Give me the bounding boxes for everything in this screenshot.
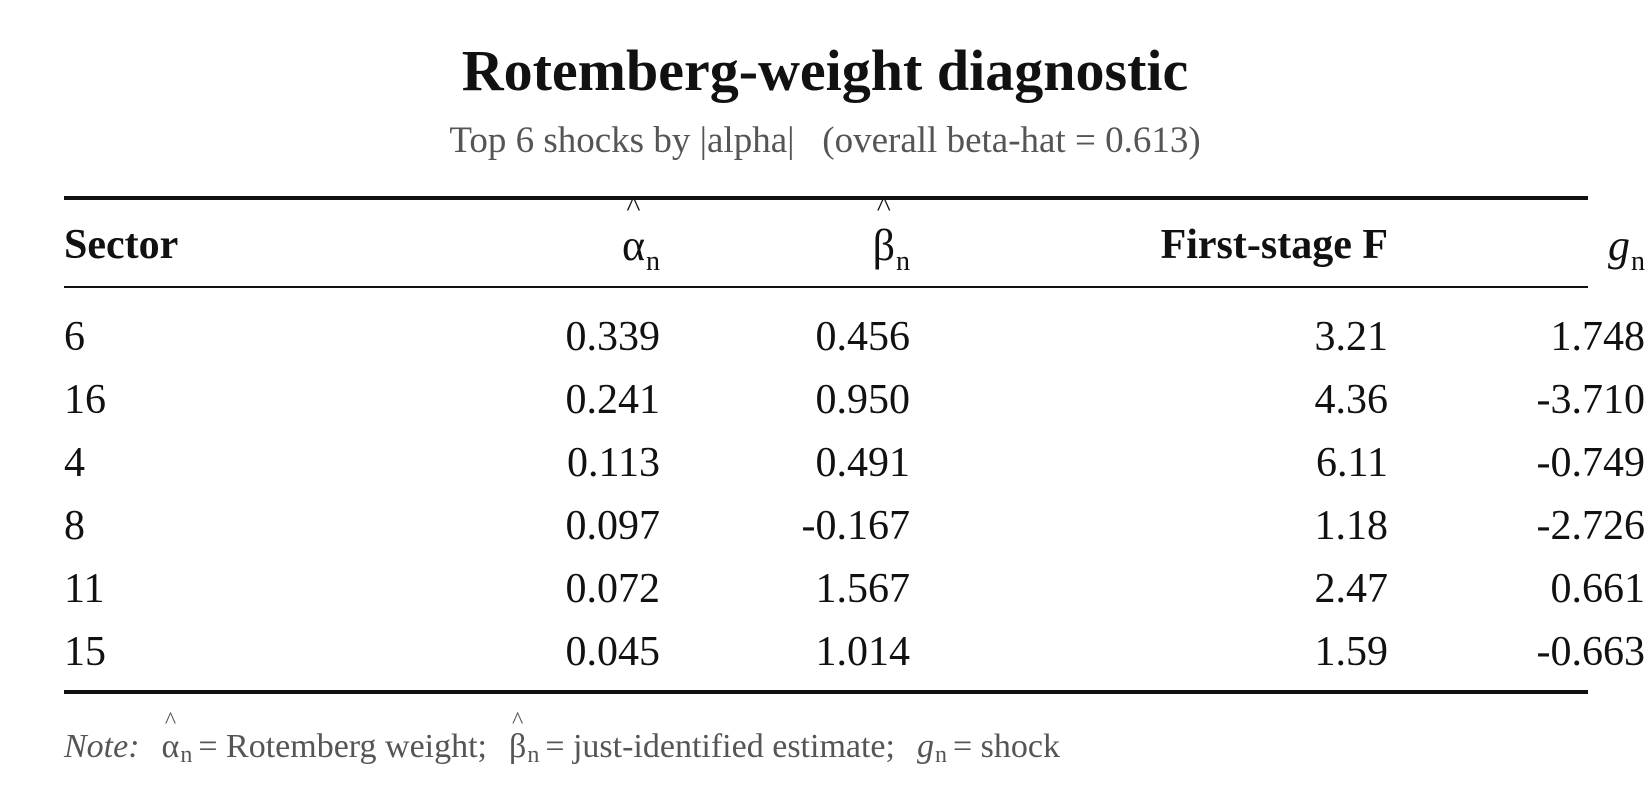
- cell-sector: 11: [64, 566, 105, 612]
- table-row: 4 0.113 0.491 6.11 -0.749: [64, 432, 1645, 495]
- cell-first-stage-f: 4.36: [1314, 377, 1389, 423]
- table-row: 16 0.241 0.950 4.36 -3.710: [64, 369, 1645, 432]
- cell-alpha: 0.072: [565, 566, 661, 612]
- note-alpha-hat-mark: ^: [164, 708, 177, 734]
- cell-sector: 6: [64, 314, 85, 360]
- g-letter: g: [1608, 220, 1630, 270]
- alpha-letter: α: [621, 220, 645, 270]
- beta-symbol: ^ β: [872, 191, 895, 271]
- cell-sector: 15: [64, 629, 106, 675]
- beta-hat-mark: ^: [876, 189, 891, 223]
- beta-subscript: n: [896, 245, 910, 277]
- cell-first-stage-f: 3.21: [1314, 314, 1389, 360]
- table-subtitle: Top 6 shocks by |alpha| (overall beta-ha…: [449, 120, 1201, 161]
- cell-g: -2.726: [1536, 503, 1646, 549]
- cell-alpha: 0.241: [565, 377, 661, 423]
- cell-first-stage-f: 1.18: [1314, 503, 1389, 549]
- table-row: 11 0.072 1.567 2.47 0.661: [64, 558, 1645, 621]
- note-beta-subscript: n: [527, 741, 540, 768]
- cell-first-stage-f: 2.47: [1314, 566, 1389, 612]
- header-beta: ^ β n: [660, 191, 910, 282]
- table-row: 8 0.097 -0.167 1.18 -2.726: [64, 495, 1645, 558]
- note-label: Note:: [64, 728, 140, 765]
- cell-sector: 16: [64, 377, 106, 423]
- beta-letter: β: [872, 220, 895, 270]
- header-g: gn: [1388, 208, 1645, 282]
- cell-beta: 0.950: [815, 377, 911, 423]
- cell-beta: 1.567: [815, 566, 911, 612]
- cell-alpha: 0.113: [567, 440, 660, 486]
- table-header: Sector ^ α n ^ β n First-stage F gn: [64, 191, 1645, 282]
- cell-alpha: 0.097: [565, 503, 661, 549]
- table-title: Rotemberg-weight diagnostic: [461, 38, 1189, 103]
- table-note: Note: ^ α n = Rotemberg weight; ^ β n = …: [64, 708, 1082, 772]
- cell-first-stage-f: 6.11: [1316, 440, 1388, 486]
- cell-g: 1.748: [1550, 314, 1646, 360]
- note-g-subscript: n: [934, 741, 947, 768]
- header-rule: [64, 286, 1588, 288]
- table-body: 6 0.339 0.456 3.21 1.748 16 0.241 0.950 …: [64, 306, 1645, 684]
- cell-beta: 1.014: [815, 629, 911, 675]
- note-alpha-text: = Rotemberg weight;: [198, 728, 487, 765]
- note-g-letter: g: [916, 728, 934, 765]
- table-row: 15 0.045 1.014 1.59 -0.663: [64, 621, 1645, 684]
- note-beta-text: = just-identified estimate;: [545, 728, 895, 765]
- header-first-stage-f: First-stage F: [1160, 222, 1388, 268]
- note-g-text: = shock: [952, 728, 1060, 765]
- cell-alpha: 0.339: [565, 314, 661, 360]
- alpha-subscript: n: [646, 245, 660, 277]
- cell-g: -0.749: [1536, 440, 1646, 486]
- g-subscript: n: [1631, 245, 1645, 277]
- note-beta-symbol: ^ β: [509, 708, 527, 766]
- cell-g: -3.710: [1536, 377, 1646, 423]
- note-alpha-letter: α: [161, 728, 180, 765]
- table-row: 6 0.339 0.456 3.21 1.748: [64, 306, 1645, 369]
- note-beta-definition: ^ β n = just-identified estimate;: [509, 708, 895, 768]
- bottom-rule: [64, 690, 1588, 694]
- cell-beta: 0.456: [815, 314, 911, 360]
- cell-beta: 0.491: [815, 440, 911, 486]
- header-sector: Sector: [64, 222, 179, 268]
- cell-sector: 8: [64, 503, 85, 549]
- note-alpha-symbol: ^ α: [161, 708, 180, 766]
- note-beta-letter: β: [509, 728, 527, 765]
- cell-alpha: 0.045: [565, 629, 661, 675]
- note-alpha-definition: ^ α n = Rotemberg weight;: [161, 708, 487, 768]
- alpha-symbol: ^ α: [621, 191, 645, 271]
- header-alpha: ^ α n: [364, 191, 660, 282]
- note-alpha-subscript: n: [180, 741, 193, 768]
- cell-g: 0.661: [1550, 566, 1646, 612]
- top-rule: [64, 196, 1588, 200]
- cell-beta: -0.167: [801, 503, 911, 549]
- cell-sector: 4: [64, 440, 85, 486]
- cell-g: -0.663: [1536, 629, 1646, 675]
- alpha-hat-mark: ^: [626, 189, 641, 223]
- cell-first-stage-f: 1.59: [1314, 629, 1389, 675]
- note-beta-hat-mark: ^: [512, 708, 524, 734]
